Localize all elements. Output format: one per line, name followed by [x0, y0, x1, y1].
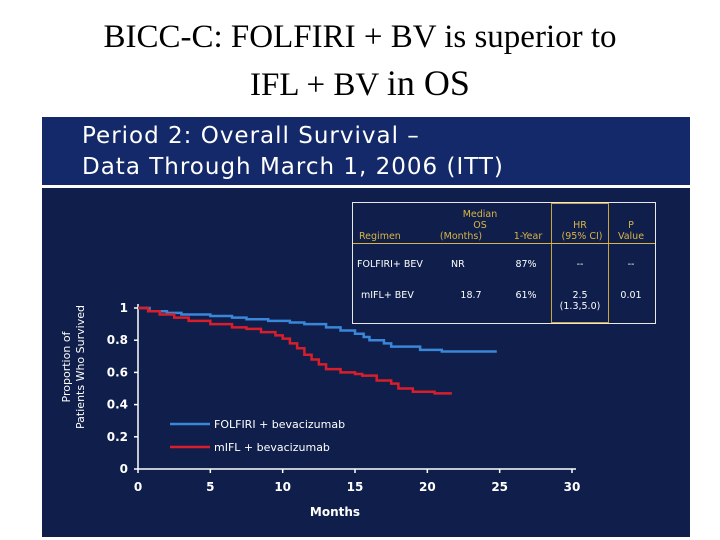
slide-title-line-1: BICC-C: FOLFIRI + BV is superior to	[103, 19, 617, 55]
y-tick-label: 0.4	[107, 398, 128, 412]
row-1-p: --	[627, 259, 635, 270]
row-1-hr: --	[576, 259, 584, 270]
slide-title-line-2: IFL + BV in OS	[0, 60, 720, 108]
row-2-median: 18.7	[460, 290, 482, 301]
x-tick-label: 30	[564, 480, 581, 494]
stats-header-divider	[353, 243, 655, 244]
y-tick-label: 0.8	[107, 333, 128, 347]
x-axis-label: Months	[310, 505, 360, 519]
legend-label-2: mIFL + bevacizumab	[214, 441, 330, 454]
y-tick-label: 0	[120, 462, 128, 476]
stats-table: Median OS Regimen (Months) 1-Year HR (95…	[352, 202, 656, 324]
x-tick-label: 0	[134, 480, 142, 494]
p-header: P	[628, 220, 634, 231]
panel-title-line-1: Period 2: Overall Survival –	[82, 123, 420, 149]
row-2-p: 0.01	[620, 290, 642, 301]
row-1-regimen: FOLFIRI+ BEV	[357, 259, 423, 270]
x-tick-label: 5	[206, 480, 214, 494]
slide-title: BICC-C: FOLFIRI + BV is superior to IFL …	[0, 14, 720, 108]
series-line-1	[138, 306, 497, 353]
row-1-median: NR	[451, 259, 465, 270]
x-tick-label: 25	[491, 480, 508, 494]
row-1-one-year: 87%	[515, 259, 537, 270]
y-axis-label-line-1: Proportion of	[60, 331, 73, 403]
hr-header: HR	[573, 220, 587, 231]
one-year-header: 1-Year	[513, 231, 543, 242]
row-2-hr: 2.5	[572, 290, 588, 301]
x-tick-label: 20	[419, 480, 436, 494]
y-axis-label-line-2: Patients Who Survived	[74, 305, 87, 429]
p-value-header: Value	[617, 231, 645, 242]
y-tick-label: 0.2	[107, 430, 128, 444]
y-tick-label: 0.6	[107, 365, 128, 379]
row-2-hr-ci: (1.3,5.0)	[559, 301, 601, 312]
panel-header	[42, 117, 690, 185]
y-axis-label: Proportion of Patients Who Survived	[60, 287, 88, 447]
slide-title-line-2-text: IFL + BV	[250, 67, 387, 103]
panel-title: Period 2: Overall Survival – Data Throug…	[82, 121, 682, 183]
regimen-header: Regimen	[359, 231, 401, 242]
series-line-2	[138, 306, 452, 395]
x-tick-label: 15	[347, 480, 364, 494]
hr-ci-header: (95% CI)	[561, 231, 603, 242]
median-header-line-2: OS	[473, 220, 487, 231]
y-tick-label: 1	[120, 301, 128, 315]
slide-title-line-2-emphasis: in OS	[386, 63, 470, 103]
x-tick-label: 10	[274, 480, 291, 494]
median-header-line-1: Median	[462, 209, 498, 220]
header-divider	[42, 185, 690, 188]
survival-chart: 00.20.40.60.810 5 10 15 20 25 30MonthsFOLFIRI …	[107, 301, 581, 519]
chart-panel: Period 2: Overall Survival – Data Throug…	[42, 117, 690, 537]
median-header: Median OS	[445, 209, 515, 231]
hr-highlight-box	[551, 203, 609, 323]
row-2-one-year: 61%	[515, 290, 537, 301]
panel-title-line-2: Data Through March 1, 2006 (ITT)	[82, 154, 504, 180]
row-2-regimen: mIFL+ BEV	[361, 290, 414, 301]
median-months-header: (Months)	[439, 231, 483, 242]
legend-label-1: FOLFIRI + bevacizumab	[214, 418, 345, 431]
